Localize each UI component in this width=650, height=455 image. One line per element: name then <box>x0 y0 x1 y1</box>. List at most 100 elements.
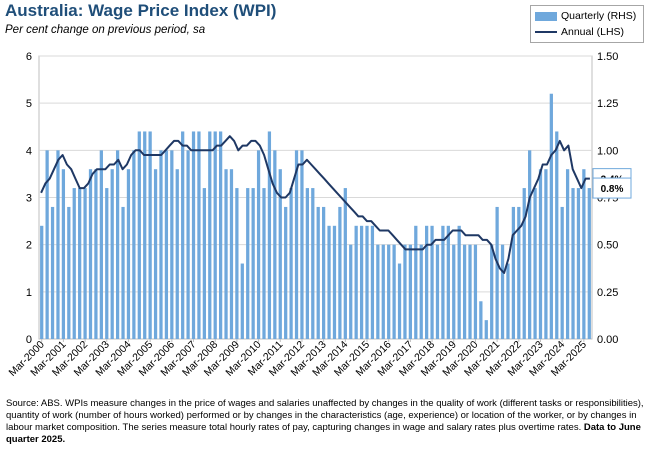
quarterly-bar <box>387 244 391 339</box>
quarterly-bar <box>56 150 60 339</box>
quarterly-bar <box>262 188 266 339</box>
right-axis-tick-label: 0.50 <box>597 240 618 252</box>
legend-swatch-bars <box>535 11 557 21</box>
quarterly-bar <box>83 188 87 339</box>
quarterly-bar <box>132 150 136 339</box>
quarterly-bar <box>78 188 82 339</box>
quarterly-bar <box>94 169 98 339</box>
quarterly-bar <box>560 206 564 339</box>
quarterly-bar <box>115 150 120 339</box>
quarterly-bar <box>72 188 76 339</box>
callout-label: 0.8% <box>601 184 624 195</box>
quarterly-bar <box>506 263 510 339</box>
quarterly-bar <box>419 244 423 339</box>
quarterly-bar <box>354 225 358 339</box>
legend-label-quarterly: Quarterly (RHS) <box>561 10 637 22</box>
quarterly-bar <box>582 169 586 339</box>
quarterly-bar <box>479 301 483 339</box>
quarterly-bar <box>576 188 581 339</box>
quarterly-bar <box>284 206 288 339</box>
quarterly-bar <box>213 131 217 339</box>
quarterly-bar <box>186 150 190 339</box>
right-axis-tick-label: 0.00 <box>597 334 618 346</box>
wpi-chart: 01234560.000.250.500.751.001.251.50Mar-2… <box>7 51 632 379</box>
left-axis-tick-label: 5 <box>26 98 32 110</box>
quarterly-bar <box>343 188 347 339</box>
quarterly-bar <box>50 206 55 339</box>
quarterly-bar <box>446 225 450 339</box>
quarterly-bar <box>349 244 353 339</box>
quarterly-bar <box>126 169 131 339</box>
quarterly-bar <box>170 150 174 339</box>
quarterly-bar <box>322 206 326 339</box>
quarterly-bar <box>137 131 141 339</box>
quarterly-bar <box>332 225 337 339</box>
source-footnote: Source: ABS. WPIs measure changes in the… <box>6 398 646 446</box>
quarterly-bar <box>45 150 49 339</box>
quarterly-bar <box>571 188 575 339</box>
quarterly-bar <box>208 131 212 339</box>
chart-legend: Quarterly (RHS) Annual (LHS) <box>530 5 644 43</box>
quarterly-bar <box>143 131 147 339</box>
quarterly-bar <box>392 244 396 339</box>
quarterly-bar <box>528 150 532 339</box>
legend-swatch-line <box>535 31 557 33</box>
right-axis-tick-label: 1.50 <box>597 51 618 63</box>
quarterly-bar <box>191 131 196 339</box>
quarterly-bar <box>484 320 488 339</box>
quarterly-bar <box>110 169 114 339</box>
quarterly-bar <box>338 206 342 339</box>
callout-box <box>592 177 632 199</box>
quarterly-bar <box>148 131 152 339</box>
quarterly-bar <box>414 225 418 339</box>
quarterly-bar <box>278 169 282 339</box>
right-axis-tick-label: 0.25 <box>597 287 618 299</box>
quarterly-bar <box>224 169 228 339</box>
quarterly-bar <box>452 244 456 339</box>
quarterly-bar <box>533 188 537 339</box>
quarterly-bar <box>370 225 375 339</box>
quarterly-bar <box>468 244 472 339</box>
quarterly-bar <box>267 131 272 339</box>
right-axis-tick-label: 1.00 <box>597 145 618 157</box>
left-axis-tick-label: 1 <box>26 287 32 299</box>
left-axis-tick-label: 0 <box>26 334 32 346</box>
quarterly-bar <box>240 263 244 339</box>
quarterly-bar <box>500 244 505 339</box>
quarterly-bar <box>246 188 250 339</box>
quarterly-bar <box>311 188 315 339</box>
quarterly-bar <box>397 263 402 339</box>
quarterly-bar <box>316 206 320 339</box>
quarterly-bar <box>555 131 559 339</box>
quarterly-bar <box>473 244 478 339</box>
quarterly-bar <box>365 225 369 339</box>
left-axis-tick-label: 6 <box>26 51 32 63</box>
quarterly-bar <box>67 206 71 339</box>
chart-title: Australia: Wage Price Index (WPI) <box>5 1 277 20</box>
quarterly-bar <box>408 244 413 339</box>
footnote-data-date: Data to June quarter 2025. <box>6 422 641 445</box>
quarterly-bar <box>403 244 407 339</box>
quarterly-bar <box>40 225 44 339</box>
quarterly-bar <box>549 93 553 339</box>
quarterly-bar <box>435 244 440 339</box>
quarterly-bar <box>197 131 201 339</box>
quarterly-bar <box>495 206 499 339</box>
left-axis-tick-label: 2 <box>26 240 32 252</box>
quarterly-bar <box>538 169 543 339</box>
quarterly-bar <box>587 188 591 339</box>
quarterly-bar <box>175 169 179 339</box>
quarterly-bar <box>457 225 461 339</box>
quarterly-bar <box>159 150 163 339</box>
left-axis-tick-label: 3 <box>26 193 32 205</box>
quarterly-bar <box>164 150 169 339</box>
annual-line <box>40 135 590 274</box>
quarterly-bar <box>490 244 494 339</box>
quarterly-bar <box>522 188 526 339</box>
quarterly-bar <box>294 150 299 339</box>
quarterly-bar <box>105 188 109 339</box>
quarterly-bar <box>235 188 239 339</box>
legend-label-annual: Annual (LHS) <box>561 26 625 38</box>
quarterly-bar <box>229 169 234 339</box>
quarterly-bar <box>99 150 103 339</box>
